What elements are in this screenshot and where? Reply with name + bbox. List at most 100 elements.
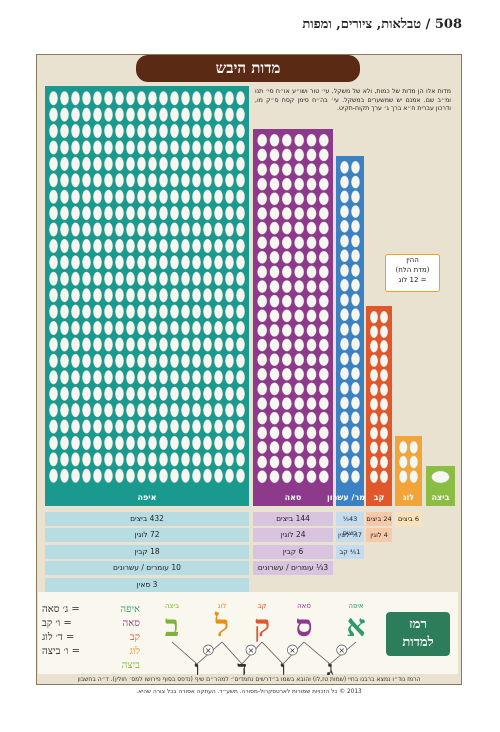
egg	[306, 368, 317, 381]
kav-bar-label: קב	[374, 493, 385, 502]
egg	[214, 370, 223, 385]
egg	[60, 304, 69, 319]
egg	[115, 123, 124, 139]
egg	[181, 91, 190, 106]
omer-equivalents: 43⅕ ביצים 7⅕ לוגין 1⅘ קב	[336, 512, 364, 561]
egg	[71, 123, 80, 139]
egg	[49, 304, 58, 319]
egg	[225, 288, 234, 303]
egg	[203, 435, 212, 451]
egg	[214, 468, 223, 483]
egg	[159, 403, 168, 418]
egg	[104, 140, 113, 155]
egg	[225, 255, 234, 270]
remez-lower-letter: ו	[280, 656, 285, 680]
egg	[49, 403, 58, 418]
egg	[257, 441, 268, 454]
egg	[71, 370, 80, 385]
egg	[214, 189, 223, 204]
egg	[318, 251, 329, 264]
egg	[351, 440, 360, 454]
egg	[115, 107, 124, 122]
egg	[60, 386, 69, 401]
equation-row: קב = ד׳ לוג	[42, 631, 140, 645]
egg	[281, 251, 292, 264]
egg	[148, 91, 157, 106]
eifa-equivalents: 432 ביצים 72 לוגין 18 קבין 10 עומרים / ע…	[45, 512, 249, 594]
egg	[159, 206, 168, 221]
egg	[203, 386, 212, 401]
egg	[170, 107, 179, 122]
egg	[82, 452, 91, 467]
hin-value: = 12 לוג	[398, 276, 427, 284]
egg	[294, 134, 305, 147]
kav-equivalents: 24 ביצים 4 לוגין	[366, 512, 392, 545]
egg	[71, 337, 80, 352]
egg	[181, 271, 190, 286]
egg	[93, 320, 102, 336]
egg	[236, 189, 245, 204]
egg	[203, 419, 212, 434]
egg	[82, 403, 91, 418]
egg	[49, 419, 58, 434]
egg	[104, 271, 113, 286]
egg	[257, 309, 268, 323]
egg	[281, 382, 292, 396]
egg	[93, 386, 102, 401]
egg	[409, 455, 418, 469]
egg	[431, 470, 450, 484]
egg	[225, 206, 234, 221]
egg	[170, 222, 179, 237]
egg	[104, 156, 113, 171]
egg	[93, 91, 102, 106]
egg	[225, 353, 234, 368]
egg	[269, 177, 280, 191]
egg	[281, 426, 292, 440]
egg	[192, 206, 201, 221]
egg	[257, 192, 268, 206]
egg	[181, 386, 190, 401]
egg	[148, 255, 157, 270]
egg	[257, 163, 268, 176]
egg	[257, 426, 268, 440]
egg	[225, 435, 234, 451]
egg	[71, 468, 80, 483]
egg	[340, 190, 349, 204]
egg	[399, 470, 408, 483]
egg	[148, 304, 157, 319]
egg	[192, 304, 201, 319]
times-circle	[336, 644, 348, 656]
egg	[104, 435, 113, 451]
egg	[318, 177, 329, 191]
egg	[225, 419, 234, 434]
egg	[159, 304, 168, 319]
egg	[159, 189, 168, 204]
egg	[370, 354, 378, 367]
times-circle	[287, 644, 298, 656]
remez-lower-letter: ג	[327, 656, 334, 680]
egg	[203, 238, 212, 254]
egg	[126, 403, 135, 418]
eifa-row: 432 ביצים	[45, 512, 249, 526]
egg	[137, 140, 146, 155]
hin-subtitle: (מדת הלח)	[395, 266, 430, 274]
egg	[281, 207, 292, 220]
egg	[115, 304, 124, 319]
egg	[306, 382, 317, 396]
egg	[340, 426, 349, 439]
egg	[294, 148, 305, 162]
egg	[340, 264, 349, 277]
chart-title: מדות היבש	[136, 55, 360, 82]
egg	[225, 320, 234, 336]
egg	[71, 222, 80, 237]
eq-left: איפה	[120, 604, 140, 615]
egg	[159, 386, 168, 401]
egg	[170, 189, 179, 204]
egg	[93, 123, 102, 139]
egg	[93, 271, 102, 286]
egg	[294, 236, 305, 249]
egg	[181, 435, 190, 451]
egg	[104, 419, 113, 434]
egg	[181, 123, 190, 139]
seah-row: 6 קבין	[253, 544, 333, 559]
